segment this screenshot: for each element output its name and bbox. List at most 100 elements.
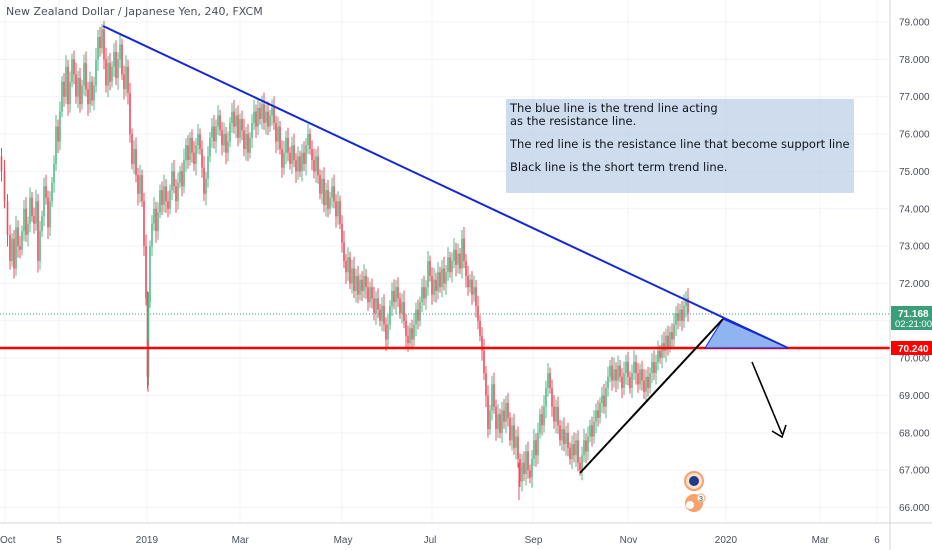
candle-body — [203, 167, 205, 194]
candle-body — [401, 302, 403, 314]
candle-body — [115, 51, 117, 79]
candle-body — [617, 365, 619, 381]
candle-body — [191, 137, 193, 153]
candle-body — [483, 350, 485, 374]
candle-body — [271, 107, 273, 116]
candle-body — [79, 78, 81, 105]
candle-body — [61, 81, 63, 112]
x-tick-label: May — [334, 535, 353, 546]
candle-body — [227, 141, 229, 153]
candle-body — [609, 365, 611, 377]
candle-body — [477, 305, 479, 321]
candle-body — [31, 197, 33, 217]
candle-body — [193, 152, 195, 164]
candle-body — [41, 216, 43, 232]
candle-body — [293, 145, 295, 161]
candle-body — [131, 134, 133, 164]
candle-body — [655, 361, 657, 374]
candle-body — [457, 253, 459, 265]
candle-body — [601, 395, 603, 403]
candle-body — [469, 279, 471, 288]
breakout-triangle — [704, 318, 789, 349]
candle-body — [249, 137, 251, 153]
candle-body — [105, 59, 107, 86]
event-flags[interactable]: 3 — [684, 471, 706, 512]
candle-body — [511, 425, 513, 441]
candle-body — [245, 134, 247, 149]
candle-body — [289, 152, 291, 164]
candle-body — [85, 63, 87, 90]
time-scale[interactable]: Oct 5 2019 Mar May Jul Sep Nov 2020 Mar 6 — [0, 535, 880, 546]
candle-body — [675, 313, 677, 325]
candle-body — [113, 51, 115, 67]
candle-body — [581, 455, 583, 471]
candle-body — [507, 402, 509, 418]
annotation-red-line: The red line is the resistance line that… — [510, 137, 850, 151]
candle-body — [371, 287, 373, 299]
candle-body — [677, 313, 679, 321]
y-tick-label: 70.000 — [899, 354, 930, 365]
candle-body — [187, 145, 189, 161]
candle-body — [201, 148, 203, 168]
candle-body — [349, 257, 351, 284]
candle-body — [535, 440, 537, 456]
candle-body — [575, 440, 577, 456]
candle-body — [261, 104, 263, 120]
candle-body — [373, 298, 375, 314]
candle-body — [283, 152, 285, 168]
candle-body — [127, 66, 129, 93]
candle-body — [501, 410, 503, 433]
y-tick-label: 72.000 — [899, 279, 930, 290]
candle-body — [129, 92, 131, 135]
candle-body — [375, 298, 377, 314]
candle-body — [77, 78, 79, 97]
candle-body — [173, 171, 175, 187]
candle-body — [411, 328, 413, 340]
candle-body — [651, 361, 653, 374]
candle-body — [231, 111, 233, 123]
candle-body — [645, 376, 647, 392]
candle-body — [51, 182, 53, 202]
candle-body — [225, 134, 227, 153]
candle-body — [627, 361, 629, 377]
candle-body — [197, 134, 199, 146]
candle-body — [257, 107, 259, 127]
candle-body — [343, 242, 345, 262]
current-price-value: 71.168 — [898, 309, 929, 320]
candle-body — [565, 432, 567, 445]
candle-body — [417, 309, 419, 321]
candle-body — [453, 249, 455, 262]
candle-body — [67, 66, 69, 105]
candle-body — [539, 414, 541, 433]
candle-body — [579, 462, 581, 471]
price-scale[interactable]: 79.000 78.000 77.000 76.000 75.000 74.000 73.0… — [899, 18, 930, 515]
candle-body — [9, 234, 11, 262]
candle-body — [221, 130, 223, 146]
annotation-blue-line: The blue line is the trend line acting a… — [510, 101, 718, 128]
candle-body — [279, 126, 281, 149]
candle-body — [171, 171, 173, 191]
candle-body — [479, 320, 481, 336]
candle-body — [337, 201, 339, 217]
candles — [0, 20, 689, 501]
candle-body — [537, 432, 539, 456]
candle-body — [519, 458, 521, 482]
candle-body — [49, 201, 51, 228]
candle-body — [649, 373, 651, 389]
candle-body — [291, 145, 293, 164]
candle-body — [625, 361, 627, 374]
candle-body — [327, 190, 329, 209]
candle-body — [213, 126, 215, 142]
candle-body — [101, 29, 103, 49]
candle-body — [29, 197, 31, 224]
y-tick-label: 66.000 — [899, 503, 930, 514]
candle-body — [95, 59, 97, 86]
candle-body — [21, 231, 23, 250]
candle-body — [145, 246, 147, 299]
y-tick-label: 74.000 — [899, 204, 930, 215]
candle-body — [509, 417, 511, 441]
candle-body — [103, 29, 105, 60]
candle-body — [653, 361, 655, 374]
candle-body — [685, 298, 687, 306]
